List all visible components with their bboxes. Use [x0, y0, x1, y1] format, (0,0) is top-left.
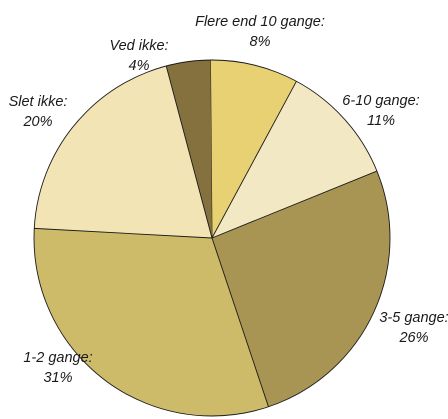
pie-slice — [210, 60, 297, 238]
pie-slice-divider — [211, 81, 297, 239]
slice-name-label: Ved ikke: — [109, 38, 168, 54]
slice-name-label: Slet ikke: — [9, 94, 68, 110]
slice-name-label: Flere end 10 gange: — [195, 14, 325, 30]
slice-name-label: 1-2 gange: — [23, 350, 92, 366]
slice-value-label: 26% — [398, 330, 428, 346]
pie-slice — [212, 171, 390, 407]
pie-slice-divider — [34, 227, 213, 239]
pie-slice — [34, 65, 213, 239]
pie-slice — [33, 228, 269, 416]
pie-labels: Flere end 10 gange: 8% 6-10 gange: 11% 3-5 g… — [9, 14, 448, 386]
pie-slices — [33, 59, 391, 417]
slice-name-label: 6-10 gange: — [342, 93, 419, 109]
slice-value-label: 20% — [22, 114, 52, 130]
pie-slice-divider — [211, 170, 378, 239]
pie-slice-divider — [211, 237, 269, 407]
slice-value-label: 31% — [43, 370, 72, 386]
slice-name-label: 3-5 gange: — [379, 310, 448, 326]
slice-value-label: 4% — [129, 58, 150, 74]
pie-slice — [212, 81, 377, 238]
pie-slice-divider — [165, 65, 213, 239]
slice-value-label: 8% — [250, 34, 271, 50]
slice-value-label: 11% — [367, 113, 395, 129]
pie-outline — [33, 59, 391, 417]
